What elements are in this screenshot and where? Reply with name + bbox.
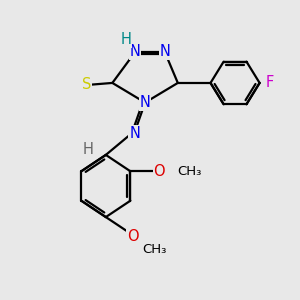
Text: O: O	[127, 229, 139, 244]
Text: N: N	[140, 95, 151, 110]
Text: N: N	[159, 44, 170, 59]
Text: N: N	[130, 44, 141, 59]
Text: N: N	[129, 126, 140, 141]
Text: H: H	[121, 32, 132, 47]
Text: H: H	[82, 142, 93, 157]
Text: CH₃: CH₃	[143, 243, 167, 256]
Text: O: O	[153, 164, 165, 179]
Text: CH₃: CH₃	[177, 165, 201, 178]
Text: S: S	[82, 77, 91, 92]
Text: F: F	[266, 75, 274, 90]
